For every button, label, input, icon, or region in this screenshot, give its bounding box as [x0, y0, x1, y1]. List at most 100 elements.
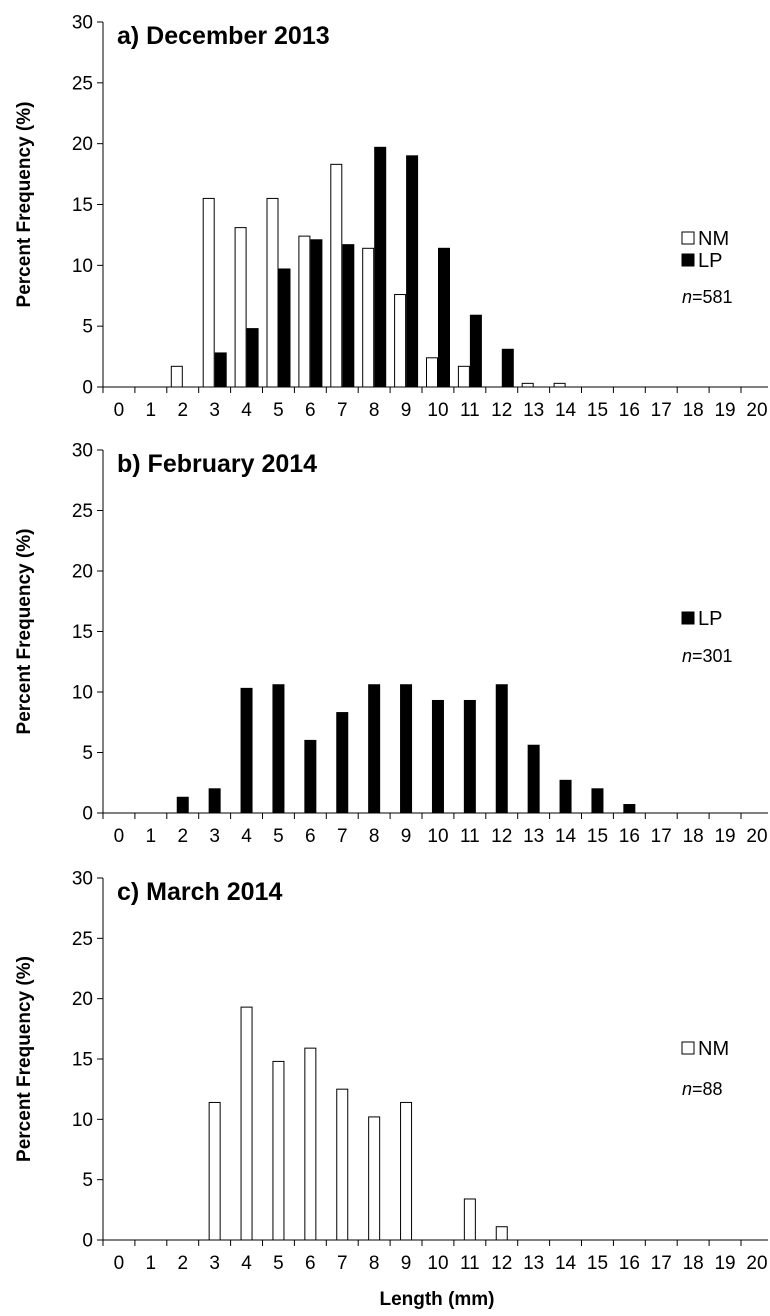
x-tick-label: 19 [714, 400, 735, 421]
bar-lp-14 [559, 779, 572, 814]
x-tick-label: 3 [209, 826, 220, 847]
bar-nm-13 [521, 382, 534, 388]
x-tick-label: 0 [114, 1253, 125, 1274]
y-axis-label: Percent Frequency (%) [14, 102, 35, 308]
bar-nm-5 [272, 1060, 285, 1241]
x-tick-label: 4 [241, 400, 252, 421]
y-tick-label: 15 [72, 622, 93, 643]
x-tick-label: 7 [337, 826, 348, 847]
x-tick-label: 19 [714, 1253, 735, 1274]
x-tick-label: 6 [305, 826, 316, 847]
y-tick-label: 25 [72, 73, 93, 94]
bar-nm-10 [426, 357, 438, 388]
bar-lp-8 [374, 146, 387, 388]
bar-lp-15 [591, 788, 604, 814]
y-tick-label: 0 [82, 378, 93, 399]
x-tick-label: 13 [523, 400, 544, 421]
bar-lp-10 [431, 699, 444, 814]
x-tick-label: 14 [555, 1253, 577, 1274]
bar-nm-9 [400, 1101, 413, 1241]
x-tick-label: 17 [651, 826, 672, 847]
bar-lp-3 [208, 788, 221, 814]
y-tick-label: 0 [82, 804, 93, 825]
bar-nm-14 [553, 382, 566, 388]
x-tick-label: 10 [427, 826, 448, 847]
x-tick-label: 18 [683, 1253, 704, 1274]
legend-swatch-nm [681, 1041, 695, 1055]
x-tick-label: 16 [619, 1253, 640, 1274]
bar-lp-9 [400, 684, 413, 814]
bar-nm-3 [208, 1101, 221, 1241]
x-tick-label: 9 [401, 826, 412, 847]
legend-label-nm: NM [698, 228, 729, 250]
bar-lp-11 [469, 314, 482, 388]
x-tick-label: 9 [401, 1253, 412, 1274]
x-tick-label: 3 [209, 400, 220, 421]
y-tick-label: 25 [72, 501, 93, 522]
bar-lp-13 [527, 744, 540, 814]
bar-lp-16 [623, 804, 636, 814]
legend-swatch-nm [681, 231, 695, 245]
bar-nm-4 [234, 227, 247, 388]
x-tick-label: 2 [177, 400, 188, 421]
bar-lp-12 [495, 684, 508, 814]
x-tick-label: 15 [587, 1253, 608, 1274]
x-tick-label: 8 [369, 400, 380, 421]
bar-lp-8 [368, 684, 381, 814]
bar-lp-6 [304, 739, 317, 814]
x-tick-label: 1 [146, 1253, 157, 1274]
legend-label-nm: NM [698, 1038, 729, 1060]
x-tick-label: 19 [714, 826, 735, 847]
x-tick-label: 2 [177, 1253, 188, 1274]
bar-lp-3 [214, 352, 227, 388]
y-tick-label: 30 [72, 869, 93, 890]
x-tick-label: 11 [460, 400, 480, 421]
bar-lp-10 [438, 247, 450, 388]
y-tick-label: 20 [72, 989, 93, 1010]
bar-nm-11 [457, 365, 470, 388]
x-tick-label: 12 [491, 1253, 512, 1274]
y-tick-label: 5 [82, 743, 93, 764]
bar-nm-4 [240, 1006, 253, 1241]
x-tick-label: 10 [427, 400, 448, 421]
y-tick-label: 30 [72, 13, 93, 34]
legend-label-lp: LP [698, 608, 722, 630]
x-tick-label: 12 [491, 400, 512, 421]
x-tick-label: 10 [427, 1253, 448, 1274]
legend-swatch-lp [681, 611, 695, 625]
bar-lp-6 [310, 239, 323, 388]
y-tick-label: 15 [72, 195, 93, 216]
x-tick-label: 16 [619, 826, 640, 847]
bar-lp-9 [406, 155, 419, 388]
y-tick-label: 10 [72, 1110, 93, 1131]
x-tick-label: 4 [241, 826, 252, 847]
bar-nm-9 [394, 294, 407, 388]
bar-nm-8 [362, 247, 375, 388]
y-tick-label: 5 [82, 1170, 93, 1191]
y-tick-label: 10 [72, 256, 93, 277]
x-tick-label: 5 [273, 826, 284, 847]
x-tick-label: 1 [146, 400, 157, 421]
bar-lp-12 [501, 348, 514, 388]
bar-lp-2 [176, 796, 189, 814]
bar-lp-7 [336, 712, 349, 814]
x-tick-label: 8 [369, 1253, 380, 1274]
x-tick-label: 13 [523, 826, 544, 847]
x-tick-label: 6 [305, 400, 316, 421]
bar-lp-5 [272, 684, 285, 814]
y-tick-label: 20 [72, 562, 93, 583]
bar-lp-5 [278, 268, 291, 388]
x-tick-label: 0 [114, 400, 125, 421]
sample-size-label: n=301 [682, 646, 733, 666]
bar-nm-12 [495, 1226, 508, 1241]
bar-nm-8 [368, 1116, 381, 1241]
bar-nm-6 [298, 235, 311, 388]
x-tick-label: 3 [209, 1253, 220, 1274]
x-tick-label: 7 [337, 1253, 348, 1274]
x-tick-label: 9 [401, 400, 412, 421]
x-tick-label: 17 [651, 400, 672, 421]
bar-nm-2 [170, 365, 183, 388]
